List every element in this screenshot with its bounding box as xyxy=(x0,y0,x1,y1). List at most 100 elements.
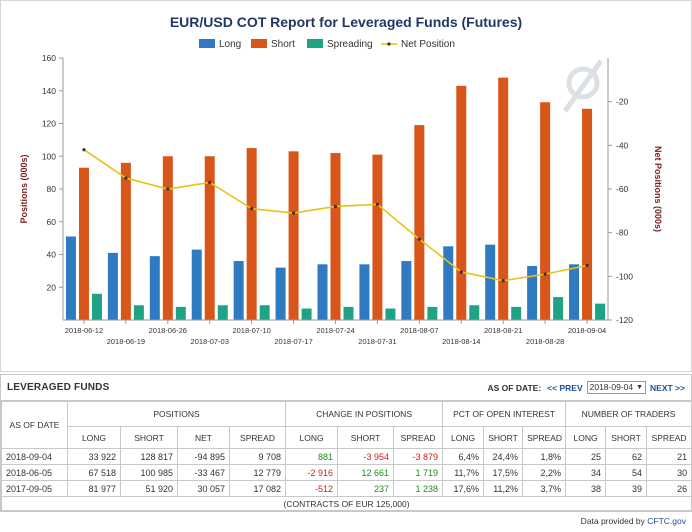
table-row: 2017-09-05 81 977 51 920 30 057 17 082 -512 23… xyxy=(1,480,692,497)
subheader-spread: SPREAD xyxy=(646,426,692,449)
bar-long xyxy=(443,246,454,320)
table-cell: 3,7% xyxy=(522,480,567,497)
bar-short xyxy=(330,152,341,320)
table-cell: 11,7% xyxy=(442,464,485,481)
table-cell: 6,4% xyxy=(442,448,485,465)
table-cell: 25 xyxy=(565,448,607,465)
x-tick-label: 2018-06-26 xyxy=(149,326,187,335)
x-tick-label: 2018-06-19 xyxy=(107,337,145,346)
y2-tick-label: -60 xyxy=(616,184,629,194)
bar-long xyxy=(275,267,286,320)
table-cell: 51 920 xyxy=(120,480,178,497)
net-position-point xyxy=(82,148,86,152)
table-cell: 2,2% xyxy=(522,464,567,481)
positions-header: POSITIONS xyxy=(66,401,287,427)
as-of-date-header: AS OF DATE xyxy=(1,401,68,449)
date-select-value: 2018-09-04 xyxy=(589,382,634,392)
net-position-line xyxy=(82,148,589,283)
x-tick-label: 2018-08-21 xyxy=(484,326,522,335)
table-title: LEVERAGED FUNDS xyxy=(7,382,110,393)
bar-spreading xyxy=(595,303,606,320)
net-position-point xyxy=(124,176,128,180)
bar-short xyxy=(414,125,425,320)
table-cell: 24,4% xyxy=(483,448,524,465)
table-cell: 21 xyxy=(646,448,692,465)
chart-panel: EUR/USD COT Report for Leveraged Funds (… xyxy=(0,0,692,372)
bar-long xyxy=(233,261,244,320)
net-position-point xyxy=(291,211,296,215)
y2-axis-label: Net Positions (000s) xyxy=(653,146,663,232)
legend-label: Spreading xyxy=(327,39,373,50)
x-tick-label: 2018-08-14 xyxy=(442,337,480,346)
contracts-note: (CONTRACTS OF EUR 125,000) xyxy=(0,496,692,511)
subheader-long: LONG xyxy=(442,426,485,449)
table-cell: 67 518 xyxy=(67,464,121,481)
date-navigator: AS OF DATE: << PREV 2018-09-04 ▼ NEXT >> xyxy=(487,381,685,394)
subheader-short: SHORT xyxy=(483,426,524,449)
bar-spreading xyxy=(553,297,564,320)
legend-label: Short xyxy=(271,39,295,50)
axes: 20 40 60 80 100 120 140 160 -120 -100 -80 -60 -40 -20… xyxy=(42,53,633,346)
subheader-long: LONG xyxy=(565,426,607,449)
subheader-short: SHORT xyxy=(120,426,178,449)
bar-spreading xyxy=(217,305,228,320)
chart-title: EUR/USD COT Report for Leveraged Funds (… xyxy=(170,14,522,30)
table-cell: 11,2% xyxy=(483,480,524,497)
cftc-link[interactable]: CFTC.gov xyxy=(647,516,686,526)
subheader-spread: SPREAD xyxy=(228,426,287,449)
data-credit: Data provided by CFTC.gov xyxy=(581,516,686,526)
x-tick-label: 2018-07-10 xyxy=(232,326,270,335)
net-position-point xyxy=(375,202,380,206)
date-select[interactable]: 2018-09-04 ▼ xyxy=(586,381,647,394)
x-tick-label: 2018-07-03 xyxy=(191,337,229,346)
y-tick-label: 120 xyxy=(42,119,56,129)
y-tick-label: 60 xyxy=(47,217,57,227)
table-cell: 12 661 xyxy=(337,464,395,481)
bar-spreading xyxy=(511,306,522,320)
prev-button[interactable]: << PREV xyxy=(547,382,583,393)
table-cell: 100 985 xyxy=(120,464,178,481)
subheader-net: NET xyxy=(177,426,230,449)
subheader-spread: SPREAD xyxy=(393,426,444,449)
bar-long xyxy=(485,244,496,320)
table-cell: 39 xyxy=(605,480,648,497)
table-cell: 12 779 xyxy=(228,464,287,481)
x-tick-label: 2018-08-07 xyxy=(400,326,438,335)
table-body: 2018-09-04 33 922 128 817 -94 895 9 708 881 -3… xyxy=(1,448,692,497)
bar-spreading xyxy=(133,305,144,320)
table-cell: 30 057 xyxy=(177,480,230,497)
legend-marker xyxy=(387,42,391,46)
chart-legend: Long Short Spreading Net Position xyxy=(199,39,455,50)
table-cell: 237 xyxy=(337,480,395,497)
net-position-point xyxy=(250,207,254,211)
logo-watermark-icon xyxy=(562,59,604,113)
bar-short xyxy=(204,156,215,320)
y2-tick-label: -20 xyxy=(616,97,629,107)
next-button[interactable]: NEXT >> xyxy=(650,382,685,393)
bar-long xyxy=(359,264,370,320)
bar-short xyxy=(498,77,509,321)
x-tick-label: 2018-07-24 xyxy=(316,326,354,335)
table-cell: 128 817 xyxy=(120,448,178,465)
table-cell: 26 xyxy=(646,480,692,497)
bar-spreading xyxy=(427,306,438,320)
table-cell: 1 719 xyxy=(393,464,444,481)
leveraged-funds-table-panel: LEVERAGED FUNDS AS OF DATE: << PREV 2018… xyxy=(0,374,692,512)
bar-short xyxy=(288,151,299,320)
bar-spreading xyxy=(175,306,186,320)
bar-spreading xyxy=(343,306,354,320)
table-cell: 17,6% xyxy=(442,480,485,497)
y-tick-label: 140 xyxy=(42,86,56,96)
legend-swatch-long xyxy=(199,39,215,48)
legend-swatch-short xyxy=(251,39,267,48)
legend-swatch-spreading xyxy=(307,39,323,48)
group-header-row: AS OF DATE POSITIONS CHANGE IN POSITIONS… xyxy=(1,401,692,449)
table-cell: 1 238 xyxy=(393,480,444,497)
bar-long xyxy=(65,236,76,320)
chevron-down-icon: ▼ xyxy=(636,384,644,391)
bar-short xyxy=(162,156,173,320)
bar-short xyxy=(120,162,131,320)
bar-spreading xyxy=(301,308,312,320)
bar-short xyxy=(372,154,383,320)
bar-long xyxy=(401,261,412,320)
